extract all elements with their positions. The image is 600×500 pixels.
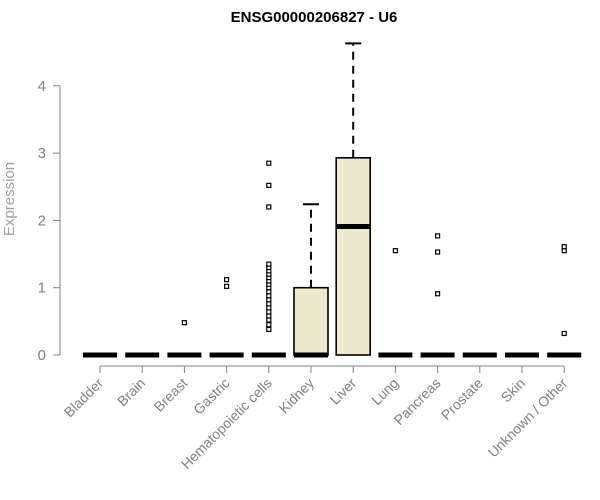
category-label-5: Kidney: [276, 375, 318, 417]
outlier-4-6: [266, 301, 272, 307]
category-label-6: Liver: [327, 375, 360, 408]
outlier-4-20: [266, 160, 272, 166]
box-body-6: [335, 157, 372, 356]
outlier-4-8: [266, 293, 272, 299]
box-5: [293, 203, 329, 358]
outlier-2-0: [181, 320, 187, 326]
box-2: [167, 320, 202, 358]
y-tick-label-3: 3: [38, 145, 46, 162]
y-axis-label: Expression: [1, 162, 18, 236]
outlier-4-5: [266, 305, 272, 311]
outlier-4-1: [266, 322, 272, 328]
outlier-4-3: [266, 313, 272, 319]
box-6: [335, 42, 372, 356]
category-label-7: Lung: [368, 375, 401, 408]
y-tick-label-0: 0: [38, 347, 46, 364]
y-tick-label-2: 2: [38, 212, 46, 229]
outlier-11-1: [561, 248, 567, 254]
category-label-9: Prostate: [438, 375, 486, 423]
outlier-4-9: [266, 289, 272, 295]
outlier-4-2: [266, 317, 272, 323]
category-label-1: Brain: [114, 375, 148, 409]
box-3: [209, 277, 244, 358]
outlier-8-1: [435, 249, 441, 255]
outlier-4-7: [266, 297, 272, 303]
box-body-5: [293, 286, 329, 356]
box-4: [251, 160, 286, 358]
outlier-7-0: [392, 248, 398, 254]
outlier-3-0: [224, 283, 230, 289]
category-label-11: Unknown / Other: [485, 375, 571, 461]
outlier-4-19: [266, 182, 272, 189]
y-tick-label-1: 1: [38, 280, 46, 297]
y-axis: 0 1 2 3 4: [38, 78, 61, 364]
category-label-2: Breast: [151, 375, 191, 415]
outlier-3-1: [224, 277, 230, 283]
box-7: [378, 248, 413, 358]
category-label-10: Skin: [498, 375, 529, 406]
boxes-layer: [83, 42, 582, 358]
box-11: [547, 244, 582, 358]
outlier-11-0: [561, 330, 567, 337]
x-axis: [99, 365, 565, 373]
outlier-4-0: [266, 326, 272, 333]
outlier-4-17: [266, 261, 272, 267]
outlier-4-4: [266, 309, 272, 315]
y-tick-label-4: 4: [38, 78, 46, 95]
outlier-4-18: [266, 204, 272, 210]
box-8: [420, 233, 455, 358]
outlier-8-2: [435, 233, 441, 239]
category-label-8: Pancreas: [391, 375, 444, 428]
outlier-11-2: [561, 244, 567, 250]
chart-title: ENSG00000206827 - U6: [231, 9, 398, 26]
outlier-8-0: [435, 291, 441, 297]
category-label-0: Bladder: [61, 375, 107, 421]
